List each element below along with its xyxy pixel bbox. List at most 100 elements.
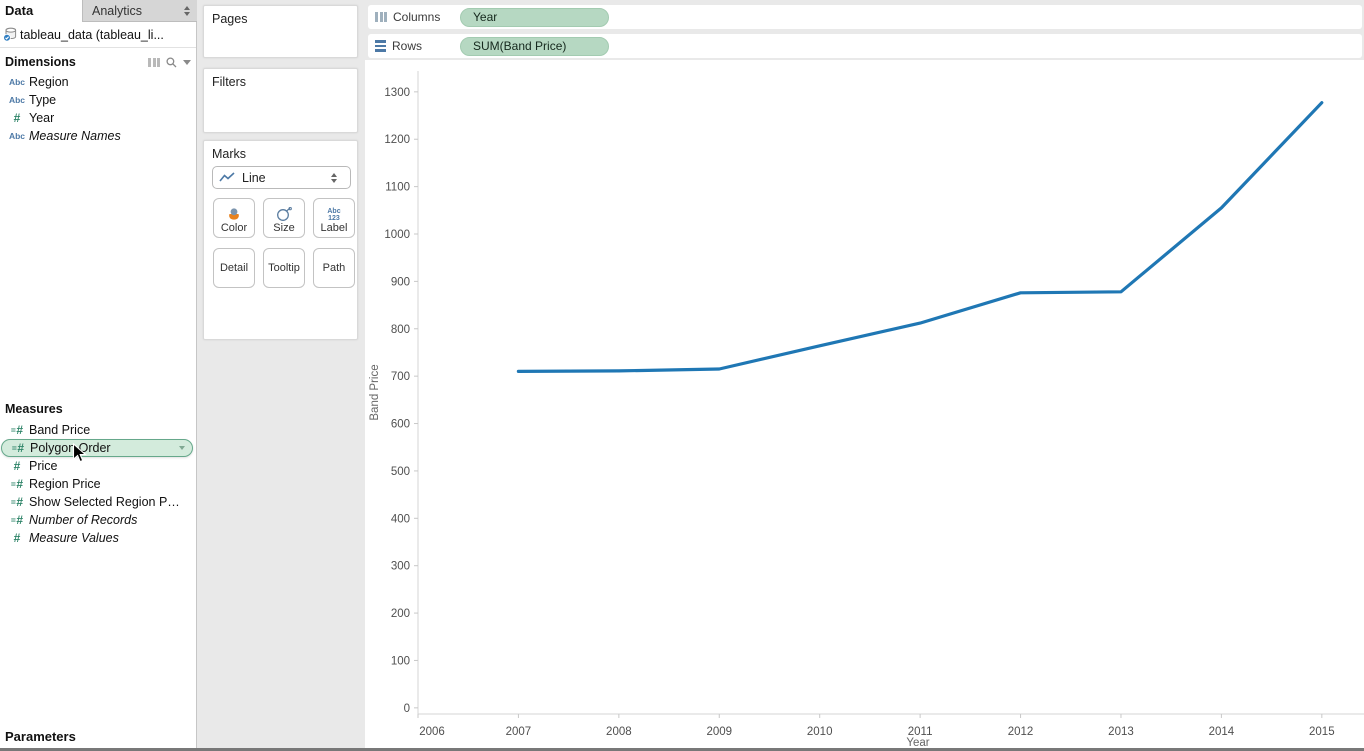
field-price[interactable]: # Price [1,457,193,475]
mouse-cursor [72,443,87,463]
y-tick-label: 200 [391,608,410,620]
window-bottom-edge [0,748,1364,751]
field-label: Measure Values [29,531,119,545]
y-tick-label: 700 [391,371,410,383]
x-tick-label: 2007 [506,726,532,738]
rows-shelf[interactable]: Rows SUM(Band Price) [368,34,1362,58]
calculated-field-icon: =# [10,495,24,509]
data-pane: Data Analytics tableau_data (tableau_li.… [0,0,197,748]
line-chart-icon [219,172,235,182]
text-field-icon: Abc [8,95,26,105]
view-data-grid-icon[interactable] [148,57,160,67]
field-measure-values[interactable]: # Measure Values [1,529,193,547]
pane-tabs: Data Analytics [0,0,197,22]
x-tick-label: 2011 [908,726,933,738]
detail-button-label: Detail [219,262,249,274]
dimensions-list: Abc Region Abc Type # Year Abc Measure Names [0,73,196,145]
rows-icon [375,40,386,52]
columns-shelf-label: Columns [393,10,441,24]
chevron-down-icon[interactable] [183,59,191,65]
y-tick-label: 800 [391,324,410,336]
calculated-field-icon: =# [10,513,24,527]
database-icon [3,27,17,42]
y-tick-label: 300 [391,561,410,573]
field-region[interactable]: Abc Region [1,73,193,91]
field-label: Number of Records [29,513,138,527]
y-tick-label: 1100 [385,182,410,194]
mark-type-stepper-icon[interactable] [331,172,337,183]
filters-shelf-label: Filters [212,75,247,89]
y-tick-label: 900 [391,276,410,288]
label-icon: Abc 123 [327,208,341,222]
y-tick-label: 1200 [384,134,410,146]
filters-shelf[interactable]: Filters [203,68,358,133]
y-tick-label: 500 [391,466,410,478]
tooltip-button-label: Tooltip [268,262,300,274]
tab-analytics[interactable]: Analytics [82,0,197,22]
field-region-price[interactable]: =# Region Price [1,475,193,493]
cards-column: Pages Filters Marks Line Color [198,0,365,748]
x-tick-label: 2009 [706,726,732,738]
rows-pill-sum-band-price[interactable]: SUM(Band Price) [460,36,609,56]
tooltip-button[interactable]: Tooltip [263,248,305,288]
field-label: Band Price [29,423,91,437]
text-field-icon: Abc [8,131,26,141]
pages-shelf-label: Pages [212,12,248,26]
y-tick-label: 600 [391,419,410,431]
x-tick-label: 2014 [1209,726,1235,738]
y-tick-label: 1000 [384,229,410,241]
field-label: Price [29,459,58,473]
calculated-field-icon: =# [10,477,24,491]
chevron-down-icon[interactable] [179,446,185,450]
measures-block: Measures =# Band Price =# Polygon Order # Pri… [0,399,196,547]
columns-shelf[interactable]: Columns Year [368,5,1362,29]
marks-card-label: Marks [212,147,247,161]
datasource-name: tableau_data (tableau_li... [20,27,164,42]
field-year[interactable]: # Year [1,109,193,127]
tab-data[interactable]: Data [5,3,34,18]
x-axis-title: Year [906,737,929,748]
pages-shelf[interactable]: Pages [203,5,358,58]
field-type[interactable]: Abc Type [1,91,193,109]
size-icon [277,207,292,221]
line-chart[interactable]: 0 100 200 300 400 500 600 700 800 900 1000 1100 1200… [365,0,1364,748]
dimensions-header: Dimensions [0,52,196,72]
y-axis-title: Band Price [369,364,381,420]
dimensions-title: Dimensions [5,55,76,69]
mark-type-dropdown[interactable]: Line [212,166,351,189]
datasource-row[interactable]: tableau_data (tableau_li... [0,22,196,48]
tab-stepper-icon[interactable] [184,5,190,16]
color-icon [229,208,239,220]
field-show-selected-region-p[interactable]: =# Show Selected Region P… [1,493,193,511]
size-button[interactable]: Size [263,198,305,238]
field-number-of-records[interactable]: =# Number of Records [1,511,193,529]
band-price-line-mark[interactable] [516,101,1324,373]
measures-header: Measures [0,399,196,419]
marks-card: Marks Line Color [203,140,358,340]
y-tick-label: 400 [391,513,410,525]
tab-analytics-label: Analytics [92,3,143,18]
label-button-label: Label [320,222,348,234]
detail-button[interactable]: Detail [213,248,255,288]
label-button[interactable]: Abc 123 Label [313,198,355,238]
calculated-field-icon: =# [10,423,24,437]
columns-pill-year[interactable]: Year [460,7,609,27]
calculated-field-icon: =# [11,441,25,455]
text-field-icon: Abc [8,77,26,87]
field-measure-names[interactable]: Abc Measure Names [1,127,193,145]
search-icon[interactable] [166,56,177,68]
parameters-header: Parameters [5,729,76,744]
y-tick-label: 100 [391,655,410,667]
columns-icon [375,12,387,22]
y-tick-label: 1300 [384,87,410,99]
field-label: Region Price [29,477,101,491]
path-button-label: Path [322,262,346,274]
field-polygon-order[interactable]: =# Polygon Order [1,439,193,457]
path-button[interactable]: Path [313,248,355,288]
field-label: Show Selected Region P… [29,495,180,509]
color-button[interactable]: Color [213,198,255,238]
number-field-icon: # [13,459,21,473]
field-band-price[interactable]: =# Band Price [1,421,193,439]
field-label: Year [29,111,55,125]
chart-canvas[interactable] [365,60,1364,748]
